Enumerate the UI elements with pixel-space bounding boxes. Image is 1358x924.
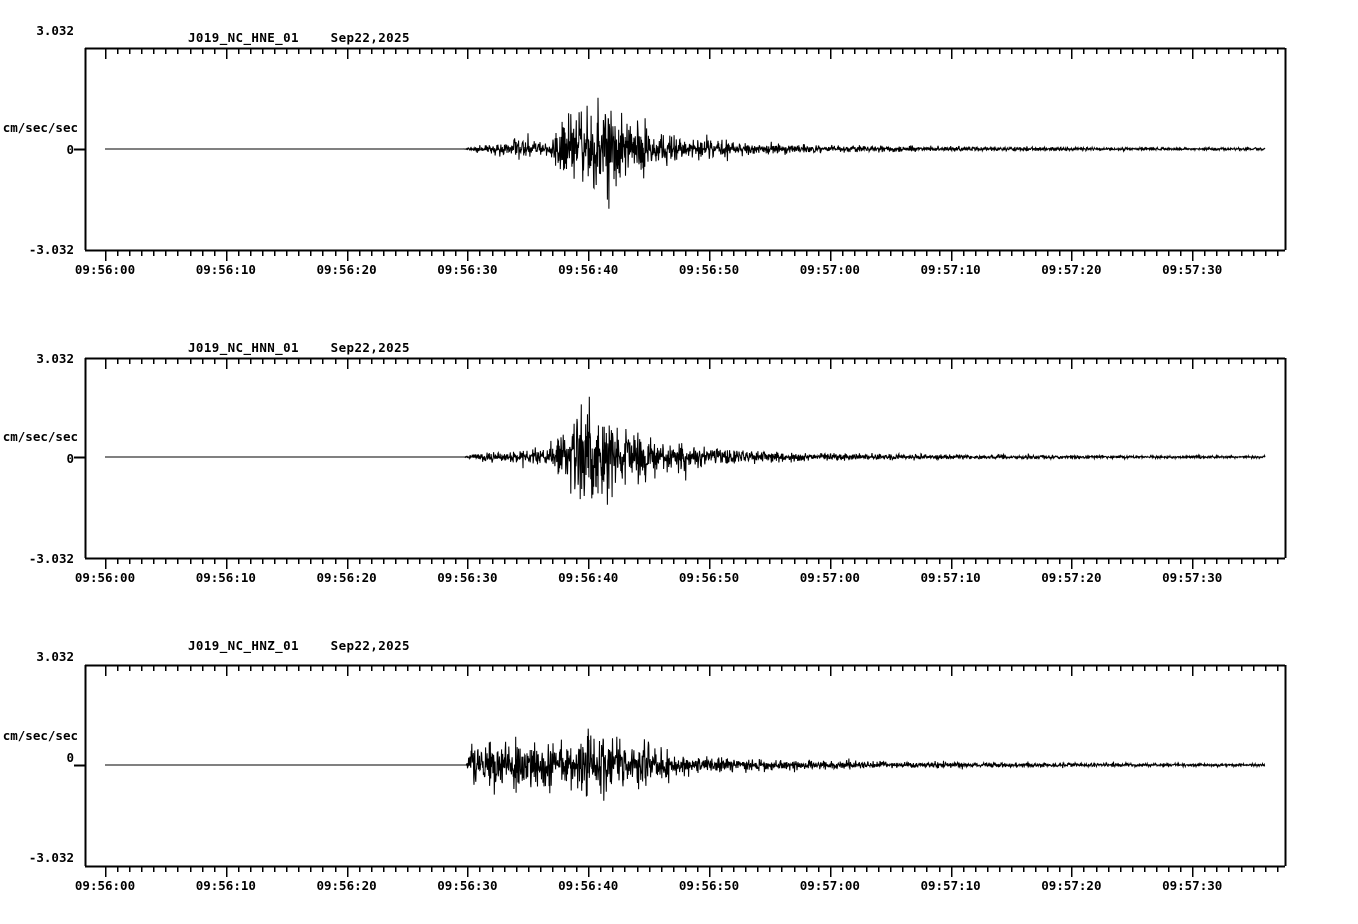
- x-axis-tick-label-hnn-8: 09:57:20: [1041, 570, 1102, 585]
- x-axis-tick-label-hne-6: 09:57:00: [799, 262, 860, 277]
- waveform-plot-hnn: [74, 357, 1287, 569]
- panel-title-hnn: J019_NC_HNN_01 Sep22,2025: [188, 340, 410, 355]
- x-axis-tick-label-hne-3: 09:56:30: [437, 262, 498, 277]
- y-axis-zero-label-hne: 0: [66, 142, 74, 157]
- x-axis-tick-label-hnn-4: 09:56:40: [558, 570, 619, 585]
- y-axis-unit-label-hnn: cm/sec/sec: [2, 429, 78, 444]
- y-axis-max-label-hne: 3.032: [36, 23, 74, 38]
- x-axis-tick-label-hne-7: 09:57:10: [920, 262, 981, 277]
- seismogram-panel-hnz: J019_NC_HNZ_01 Sep22,2025 cm/sec/sec 3.0…: [0, 616, 1358, 924]
- x-axis-tick-label-hnz-6: 09:57:00: [799, 878, 860, 893]
- panel-title-hne: J019_NC_HNE_01 Sep22,2025: [188, 30, 410, 45]
- x-axis-tick-label-hnz-0: 09:56:00: [74, 878, 136, 893]
- y-axis-zero-label-hnn: 0: [66, 451, 74, 466]
- x-axis-tick-label-hne-1: 09:56:10: [195, 262, 256, 277]
- x-axis-tick-label-hne-4: 09:56:40: [558, 262, 619, 277]
- panel-title-hnz: J019_NC_HNZ_01 Sep22,2025: [188, 638, 410, 653]
- x-axis-tick-label-hnz-3: 09:56:30: [437, 878, 498, 893]
- x-axis-tick-label-hne-9: 09:57:30: [1162, 262, 1223, 277]
- waveform-plot-hne: [74, 47, 1287, 261]
- x-axis-tick-label-hnn-0: 09:56:00: [74, 570, 136, 585]
- x-axis-tick-label-hnn-1: 09:56:10: [195, 570, 256, 585]
- y-axis-unit-label-hnz: cm/sec/sec: [2, 728, 78, 743]
- x-axis-tick-label-hne-8: 09:57:20: [1041, 262, 1102, 277]
- y-axis-zero-label-hnz: 0: [66, 750, 74, 765]
- x-axis-tick-label-hnn-9: 09:57:30: [1162, 570, 1223, 585]
- y-axis-min-label-hnz: -3.032: [28, 850, 74, 865]
- x-axis-tick-label-hne-2: 09:56:20: [316, 262, 377, 277]
- seismogram-panel-hnn: J019_NC_HNN_01 Sep22,2025 cm/sec/sec 3.0…: [0, 308, 1358, 616]
- x-axis-tick-label-hnz-1: 09:56:10: [195, 878, 256, 893]
- waveform-plot-hnz: [74, 664, 1287, 877]
- x-axis-tick-label-hnn-6: 09:57:00: [799, 570, 860, 585]
- y-axis-max-label-hnz: 3.032: [36, 649, 74, 664]
- y-axis-unit-label-hne: cm/sec/sec: [2, 120, 78, 135]
- x-axis-tick-label-hnz-4: 09:56:40: [558, 878, 619, 893]
- seismogram-panel-hne: J019_NC_HNE_01 Sep22,2025 cm/sec/sec 3.0…: [0, 0, 1358, 308]
- x-axis-tick-label-hnz-8: 09:57:20: [1041, 878, 1102, 893]
- x-axis-tick-label-hnz-2: 09:56:20: [316, 878, 377, 893]
- x-axis-tick-label-hnz-9: 09:57:30: [1162, 878, 1223, 893]
- x-axis-tick-label-hnn-7: 09:57:10: [920, 570, 981, 585]
- x-axis-tick-label-hnn-5: 09:56:50: [678, 570, 740, 585]
- x-axis-tick-label-hnz-5: 09:56:50: [678, 878, 740, 893]
- x-axis-tick-label-hnz-7: 09:57:10: [920, 878, 981, 893]
- x-axis-tick-label-hne-5: 09:56:50: [678, 262, 740, 277]
- x-axis-tick-label-hnn-3: 09:56:30: [437, 570, 498, 585]
- x-axis-tick-label-hne-0: 09:56:00: [74, 262, 136, 277]
- x-axis-tick-label-hnn-2: 09:56:20: [316, 570, 377, 585]
- y-axis-max-label-hnn: 3.032: [36, 351, 74, 366]
- y-axis-min-label-hne: -3.032: [28, 242, 74, 257]
- y-axis-min-label-hnn: -3.032: [28, 551, 74, 566]
